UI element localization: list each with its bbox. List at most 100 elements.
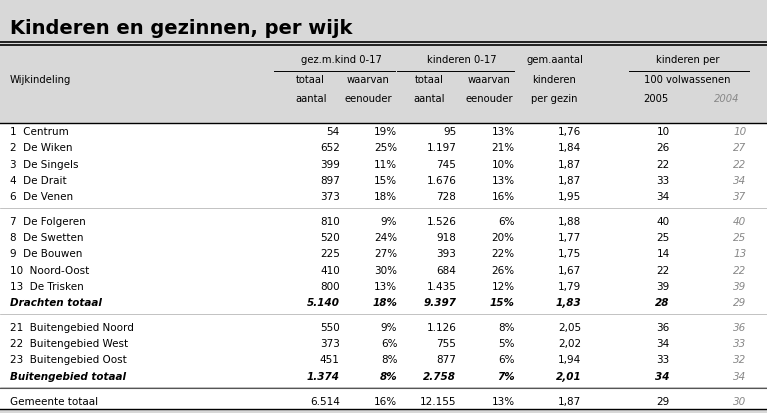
Text: 13  De Trisken: 13 De Trisken	[10, 281, 84, 291]
Text: 34: 34	[655, 371, 670, 381]
Text: 4  De Drait: 4 De Drait	[10, 176, 67, 185]
Text: 12%: 12%	[492, 281, 515, 291]
Text: 25: 25	[733, 233, 746, 243]
Text: 9%: 9%	[380, 323, 397, 332]
Text: 2,05: 2,05	[558, 323, 581, 332]
Text: Drachten totaal: Drachten totaal	[10, 297, 102, 307]
Text: 39: 39	[733, 281, 746, 291]
Text: 22: 22	[657, 159, 670, 169]
Text: 10  Noord-Oost: 10 Noord-Oost	[10, 265, 89, 275]
Text: 30%: 30%	[374, 265, 397, 275]
Text: 23  Buitengebied Oost: 23 Buitengebied Oost	[10, 355, 127, 365]
Text: 550: 550	[320, 323, 340, 332]
Text: 1,83: 1,83	[555, 297, 581, 307]
Text: 225: 225	[320, 249, 340, 259]
Text: 16%: 16%	[374, 396, 397, 406]
Text: 16%: 16%	[492, 192, 515, 202]
Text: 13%: 13%	[374, 281, 397, 291]
Text: 1,87: 1,87	[558, 159, 581, 169]
Text: 18%: 18%	[373, 297, 397, 307]
Text: 8  De Swetten: 8 De Swetten	[10, 233, 84, 243]
Text: 1,76: 1,76	[558, 127, 581, 137]
Text: 1,84: 1,84	[558, 143, 581, 153]
Text: 95: 95	[443, 127, 456, 137]
Text: Buitengebied totaal: Buitengebied totaal	[10, 371, 126, 381]
Text: 451: 451	[320, 355, 340, 365]
Text: Wijkindeling: Wijkindeling	[10, 75, 71, 85]
Text: 29: 29	[733, 297, 746, 307]
Text: 1,87: 1,87	[558, 176, 581, 185]
Text: 897: 897	[320, 176, 340, 185]
Text: 6%: 6%	[380, 339, 397, 349]
Text: per gezin: per gezin	[532, 94, 578, 104]
Text: 2,02: 2,02	[558, 339, 581, 349]
Text: 1,75: 1,75	[558, 249, 581, 259]
Text: 25%: 25%	[374, 143, 397, 153]
Bar	[0, 46, 767, 124]
Text: 21%: 21%	[492, 143, 515, 153]
Text: 30: 30	[733, 396, 746, 406]
Text: 14: 14	[657, 249, 670, 259]
Text: 5.140: 5.140	[307, 297, 340, 307]
Bar	[0, 46, 767, 409]
Text: 22%: 22%	[492, 249, 515, 259]
Text: 1.374: 1.374	[307, 371, 340, 381]
Text: 8%: 8%	[380, 355, 397, 365]
Text: 1.435: 1.435	[426, 281, 456, 291]
Text: 8%: 8%	[498, 323, 515, 332]
Text: kinderen per: kinderen per	[656, 55, 719, 65]
Text: 1.526: 1.526	[426, 216, 456, 227]
Text: 1,77: 1,77	[558, 233, 581, 243]
Text: 393: 393	[436, 249, 456, 259]
Text: 918: 918	[436, 233, 456, 243]
Text: 22: 22	[733, 265, 746, 275]
Text: 37: 37	[733, 192, 746, 202]
Text: kinderen 0-17: kinderen 0-17	[426, 55, 496, 65]
Text: 810: 810	[320, 216, 340, 227]
Text: waarvan: waarvan	[468, 75, 511, 85]
Text: eenouder: eenouder	[466, 94, 513, 104]
Text: 10: 10	[657, 127, 670, 137]
Text: 34: 34	[657, 339, 670, 349]
Text: 27%: 27%	[374, 249, 397, 259]
Text: 13: 13	[733, 249, 746, 259]
Text: 2.758: 2.758	[423, 371, 456, 381]
Text: 20%: 20%	[492, 233, 515, 243]
Text: 19%: 19%	[374, 127, 397, 137]
Text: 32: 32	[733, 355, 746, 365]
Text: 15%: 15%	[490, 297, 515, 307]
Text: 6  De Venen: 6 De Venen	[10, 192, 73, 202]
Text: 39: 39	[657, 281, 670, 291]
Text: 36: 36	[657, 323, 670, 332]
Text: 6%: 6%	[498, 216, 515, 227]
Text: totaal: totaal	[296, 75, 325, 85]
Text: 800: 800	[320, 281, 340, 291]
Text: 2005: 2005	[644, 94, 668, 104]
Text: 33: 33	[657, 176, 670, 185]
Text: 1.676: 1.676	[426, 176, 456, 185]
Text: 1.126: 1.126	[426, 323, 456, 332]
Text: 1,95: 1,95	[558, 192, 581, 202]
Text: 22: 22	[657, 265, 670, 275]
Text: 410: 410	[320, 265, 340, 275]
Text: gem.aantal: gem.aantal	[526, 55, 583, 65]
Text: 2004: 2004	[714, 94, 740, 104]
Text: 10: 10	[733, 127, 746, 137]
Text: 40: 40	[733, 216, 746, 227]
Text: 6.514: 6.514	[310, 396, 340, 406]
Text: waarvan: waarvan	[347, 75, 390, 85]
Text: 27: 27	[733, 143, 746, 153]
Text: 520: 520	[320, 233, 340, 243]
Text: 7%: 7%	[497, 371, 515, 381]
Text: totaal: totaal	[415, 75, 444, 85]
Text: 13%: 13%	[492, 127, 515, 137]
Text: 728: 728	[436, 192, 456, 202]
Text: eenouder: eenouder	[344, 94, 392, 104]
Text: 29: 29	[657, 396, 670, 406]
Text: 399: 399	[320, 159, 340, 169]
Text: 373: 373	[320, 339, 340, 349]
Text: 26%: 26%	[492, 265, 515, 275]
Text: 1  Centrum: 1 Centrum	[10, 127, 69, 137]
Text: 10%: 10%	[492, 159, 515, 169]
Text: gez.m.kind 0-17: gez.m.kind 0-17	[301, 55, 382, 65]
